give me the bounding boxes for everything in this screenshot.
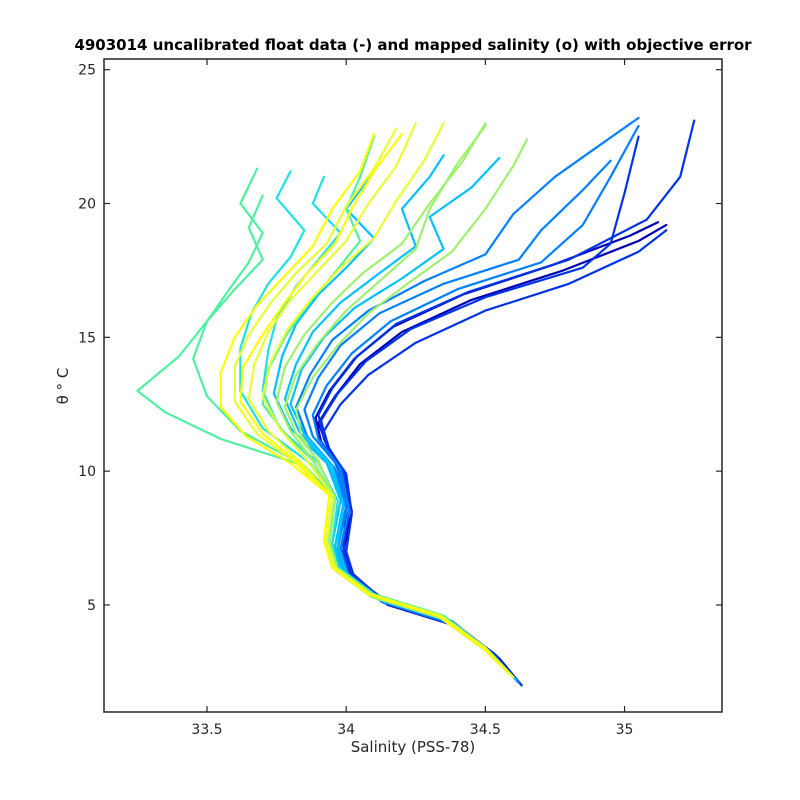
plot-frame (103, 58, 723, 713)
x-tick-label: 33.5 (191, 722, 222, 738)
series-line (239, 170, 515, 679)
series-layer (136, 116, 696, 687)
x-tick-label: 35 (616, 722, 634, 738)
series-line (320, 135, 640, 684)
x-tick-label: 34.5 (470, 722, 501, 738)
series-line (295, 116, 640, 684)
y-axis-label: θ ° C (54, 368, 72, 405)
series-line (239, 132, 512, 676)
y-tick-label: 15 (78, 330, 96, 346)
x-tick-label: 34 (337, 722, 355, 738)
y-tick-label: 20 (78, 197, 96, 213)
y-tick-label: 25 (78, 63, 96, 79)
y-axis: 5 10 15 20 25 (78, 63, 722, 614)
x-axis: 33.5 34 34.5 35 (191, 59, 633, 738)
y-tick-label: 5 (87, 598, 96, 614)
chart-title: 4903014 uncalibrated float data (-) and … (74, 36, 752, 54)
series-line (322, 229, 668, 687)
series-line (192, 167, 515, 679)
y-tick-label: 10 (78, 464, 96, 480)
series-line (289, 156, 518, 682)
series-line (317, 223, 668, 687)
x-axis-label: Salinity (PSS-78) (351, 738, 476, 756)
series-line (295, 138, 529, 679)
series-line (275, 122, 515, 679)
series-line (311, 124, 640, 684)
series-line (303, 159, 612, 682)
